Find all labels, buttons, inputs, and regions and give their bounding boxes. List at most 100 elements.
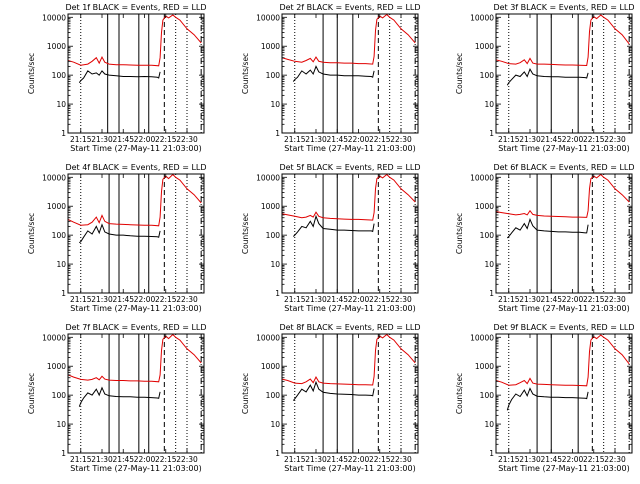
y-axis-label: Counts/sec: [455, 53, 464, 94]
y-tick-label: 10: [484, 420, 494, 429]
x-tick-label: 21:45: [326, 295, 348, 304]
panel-title: Det 7f BLACK = Events, RED = LLD: [65, 323, 206, 332]
y-tick-label: 10: [56, 260, 66, 269]
series-line-lld: [282, 14, 416, 65]
detector-panel-8: Det 8f BLACK = Events, RED = LLD 1 10 100 10…: [241, 323, 421, 473]
x-axis-label: Start Time (27-May-11 21:03:00): [284, 144, 415, 153]
series-line-events: [78, 70, 161, 83]
y-tick-label: 10000: [470, 13, 494, 22]
y-tick-label: 10000: [42, 333, 66, 342]
x-tick-label: 21:45: [112, 295, 134, 304]
panel-series-group: [68, 14, 202, 83]
y-axis-label: Counts/sec: [27, 53, 36, 94]
y-tick-label: 1000: [261, 202, 280, 211]
x-tick-label: 21:15: [284, 295, 306, 304]
x-tick-label: 21:30: [91, 135, 113, 144]
y-tick-label: 10: [270, 420, 280, 429]
panel-series-group: [282, 174, 416, 237]
x-tick-label: 21:15: [284, 135, 306, 144]
series-line-events: [292, 65, 375, 82]
y-tick-label: 100: [480, 391, 495, 400]
series-line-lld: [496, 14, 630, 67]
x-axis-label: Start Time (27-May-11 21:03:00): [498, 144, 629, 153]
y-tick-label: 100: [52, 231, 67, 240]
x-tick-label: 22:30: [176, 455, 198, 464]
y-axis-label: Counts/sec: [241, 373, 250, 414]
panel-title: Det 6f BLACK = Events, RED = LLD: [493, 163, 634, 172]
x-tick-label: 21:45: [540, 295, 562, 304]
series-line-lld: [496, 174, 630, 218]
x-tick-label: 21:15: [70, 295, 92, 304]
y-tick-label: 100: [266, 71, 281, 80]
detector-panel-6: Det 6f BLACK = Events, RED = LLD 1 10 100 10…: [455, 163, 635, 313]
panel-title: Det 1f BLACK = Events, RED = LLD: [65, 3, 206, 12]
x-tick-label: 22:15: [155, 295, 177, 304]
y-tick-label: 1: [61, 129, 66, 138]
x-tick-label: 22:00: [134, 455, 156, 464]
plot-frame: [495, 13, 633, 134]
series-line-events: [506, 217, 589, 239]
plot-frame: [67, 173, 205, 294]
plot-frame: [67, 333, 205, 454]
x-tick-label: 22:15: [155, 455, 177, 464]
plot-frame: [67, 13, 205, 134]
y-tick-label: 100: [266, 231, 281, 240]
plot-frame: [495, 333, 633, 454]
y-tick-label: 100: [52, 391, 67, 400]
series-line-lld: [68, 334, 202, 383]
x-tick-label: 22:00: [562, 135, 584, 144]
x-axis-label: Start Time (27-May-11 21:03:00): [70, 304, 201, 313]
detector-panel-9: Det 9f BLACK = Events, RED = LLD 1 10 100 10…: [455, 323, 635, 473]
x-tick-label: 21:30: [305, 295, 327, 304]
y-tick-label: 1000: [261, 42, 280, 51]
y-tick-label: 10000: [42, 13, 66, 22]
series-line-events: [79, 223, 161, 244]
y-tick-label: 1000: [475, 362, 494, 371]
x-tick-label: 22:00: [348, 455, 370, 464]
x-tick-label: 21:30: [305, 455, 327, 464]
plot-frame: [281, 173, 419, 294]
x-tick-label: 21:15: [498, 455, 520, 464]
y-tick-label: 10000: [256, 173, 280, 182]
y-tick-label: 1000: [261, 362, 280, 371]
y-tick-label: 1: [61, 289, 66, 298]
x-tick-label: 21:45: [326, 455, 348, 464]
panel-title: Det 4f BLACK = Events, RED = LLD: [65, 163, 206, 172]
y-tick-label: 100: [480, 71, 495, 80]
x-tick-label: 22:00: [348, 295, 370, 304]
series-line-events: [506, 387, 589, 411]
panel-title: Det 8f BLACK = Events, RED = LLD: [279, 323, 420, 332]
x-tick-label: 22:00: [562, 455, 584, 464]
x-tick-label: 21:30: [519, 295, 541, 304]
x-tick-label: 22:30: [604, 135, 626, 144]
y-tick-label: 10: [484, 260, 494, 269]
panel-series-group: [282, 14, 416, 82]
y-tick-label: 1000: [47, 42, 66, 51]
y-tick-label: 1: [275, 449, 280, 458]
y-tick-label: 10000: [42, 173, 66, 182]
series-line-lld: [68, 14, 202, 67]
panel-title: Det 5f BLACK = Events, RED = LLD: [279, 163, 420, 172]
x-tick-label: 21:15: [70, 455, 92, 464]
x-tick-label: 22:00: [562, 295, 584, 304]
y-tick-label: 1: [61, 449, 66, 458]
detector-panel-5: Det 5f BLACK = Events, RED = LLD 1 10 100 10…: [241, 163, 421, 313]
x-tick-label: 21:15: [498, 135, 520, 144]
panel-series-group: [68, 174, 202, 244]
panel-title: Det 2f BLACK = Events, RED = LLD: [279, 3, 420, 12]
x-tick-label: 22:15: [583, 455, 605, 464]
x-tick-label: 22:00: [348, 135, 370, 144]
x-tick-label: 22:15: [583, 295, 605, 304]
y-tick-label: 100: [52, 71, 67, 80]
x-tick-label: 21:45: [326, 135, 348, 144]
x-tick-label: 22:15: [369, 135, 391, 144]
x-tick-label: 21:30: [305, 135, 327, 144]
x-tick-label: 22:00: [134, 135, 156, 144]
y-tick-label: 1: [275, 129, 280, 138]
x-axis-label: Start Time (27-May-11 21:03:00): [498, 304, 629, 313]
y-tick-label: 100: [480, 231, 495, 240]
y-axis-label: Counts/sec: [27, 373, 36, 414]
y-axis-label: Counts/sec: [241, 213, 250, 254]
x-tick-label: 22:30: [390, 295, 412, 304]
